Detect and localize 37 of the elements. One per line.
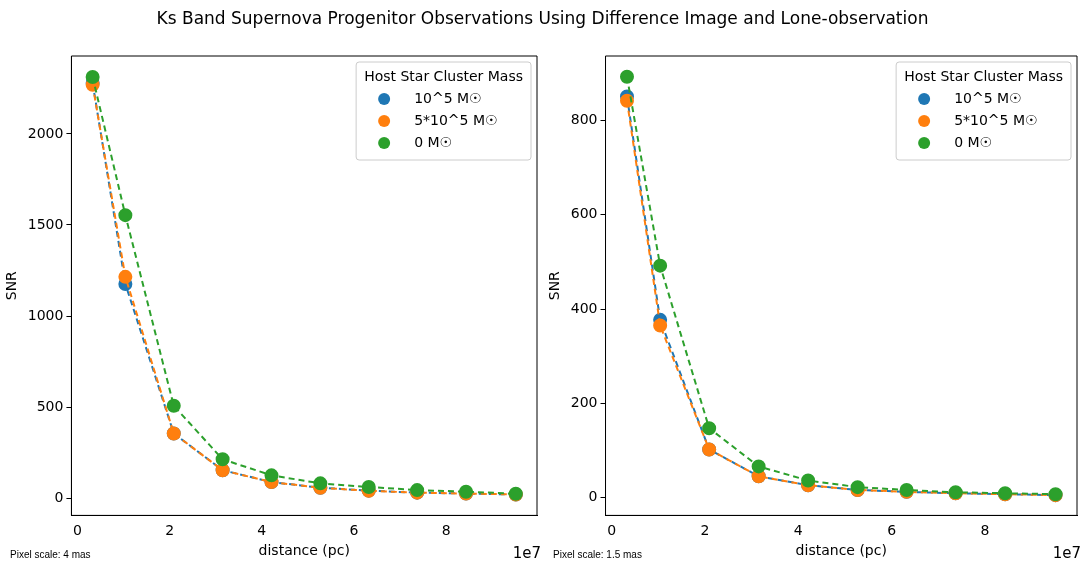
x-tick-label: 8 bbox=[441, 522, 451, 539]
x-tick-label: 4 bbox=[257, 522, 267, 539]
x-axis-title: distance (pc) bbox=[258, 542, 350, 559]
y-tick-label: 1000 bbox=[27, 306, 64, 323]
legend-label: 0 M☉ bbox=[954, 133, 993, 150]
y-tick-label: 500 bbox=[36, 397, 64, 414]
x-axis-title: distance (pc) bbox=[795, 542, 887, 559]
text: 1e7 bbox=[1052, 544, 1081, 562]
y-tick-label: 600 bbox=[570, 205, 598, 222]
legend-label: 10^5 M☉ bbox=[954, 89, 1022, 106]
y-axis-title: SNR bbox=[3, 270, 20, 301]
y-tick-label: 400 bbox=[570, 299, 598, 316]
legend-label: 5*10^5 M☉ bbox=[414, 111, 498, 128]
y-tick-label: 2000 bbox=[27, 124, 64, 141]
y-tick-label: 200 bbox=[570, 393, 598, 410]
y-axis-title: SNR bbox=[546, 270, 563, 301]
chart-title: Ks Band Supernova Progenitor Observations Using Difference Image and Lone-observation bbox=[155, 8, 930, 28]
text: Pixel scale: 1.5 mas bbox=[553, 549, 642, 560]
x-tick-label: 0 bbox=[607, 522, 617, 539]
text: 1e7 bbox=[512, 544, 541, 562]
legend-label: 5*10^5 M☉ bbox=[954, 111, 1038, 128]
x-tick-label: 2 bbox=[165, 522, 175, 539]
y-tick-label: 0 bbox=[588, 488, 598, 505]
x-tick-label: 4 bbox=[793, 522, 803, 539]
y-tick-label: 1500 bbox=[27, 215, 64, 232]
legend-title: Host Star Cluster Mass bbox=[364, 67, 523, 84]
x-tick-label: 0 bbox=[72, 522, 82, 539]
y-tick-label: 800 bbox=[570, 111, 598, 128]
y-tick-label: 0 bbox=[54, 488, 64, 505]
x-tick-label: 2 bbox=[700, 522, 710, 539]
legend-label: 10^5 M☉ bbox=[414, 89, 482, 106]
x-tick-label: 6 bbox=[887, 522, 897, 539]
x-tick-label: 8 bbox=[980, 522, 990, 539]
x-tick-label: 6 bbox=[349, 522, 359, 539]
legend-label: 0 M☉ bbox=[414, 133, 453, 150]
text: Pixel scale: 4 mas bbox=[10, 549, 91, 560]
legend-title: Host Star Cluster Mass bbox=[904, 67, 1063, 84]
